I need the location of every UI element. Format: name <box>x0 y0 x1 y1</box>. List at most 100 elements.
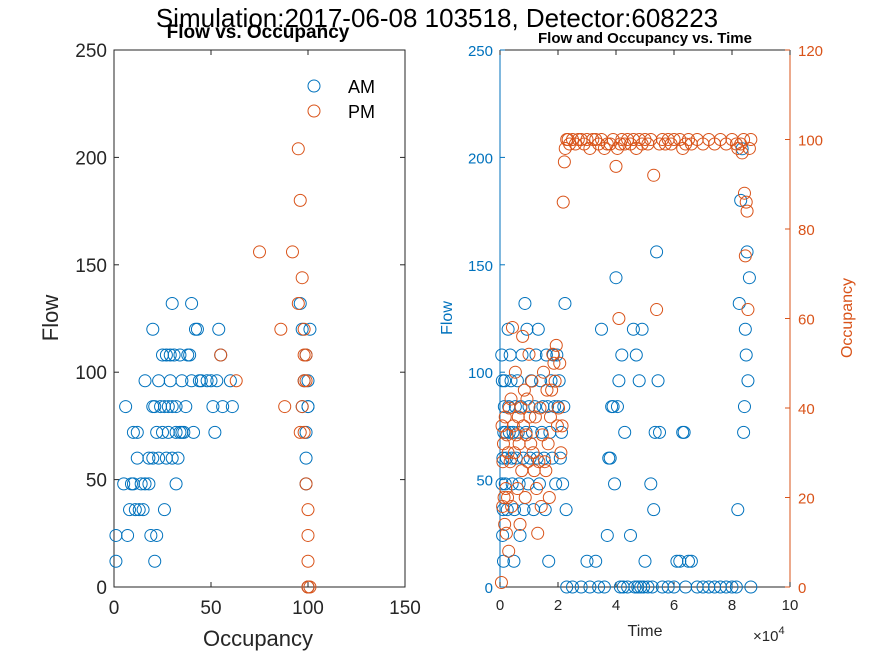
left-x-tick-label: 100 <box>292 598 324 619</box>
left-pm-point <box>278 400 292 414</box>
left-x-axis-label: Occupancy <box>203 626 313 651</box>
right-occupancy-point <box>547 356 561 370</box>
left-am-point <box>169 425 183 439</box>
right-occupancy-point <box>566 133 579 146</box>
right-right-y-tick-label: 80 <box>798 222 815 239</box>
left-am-point <box>123 503 137 517</box>
right-occupancy-point <box>500 428 514 442</box>
right-flow-point <box>606 400 620 414</box>
right-occupancy-point <box>543 410 557 424</box>
right-flow-point <box>574 580 588 594</box>
right-flow-point <box>495 348 509 362</box>
right-right-y-ticks: 0 20 40 60 80 100 120 <box>785 43 823 597</box>
right-flow-point <box>637 580 651 594</box>
right-occupancy-point <box>735 146 749 160</box>
left-am-point <box>210 374 224 388</box>
left-y-axis-label: Flow <box>38 295 63 342</box>
right-flow-point <box>739 348 753 362</box>
right-occupancy-point <box>563 137 577 151</box>
right-flow-point <box>742 271 756 285</box>
right-flow-point <box>725 580 739 594</box>
right-occupancy-point <box>740 204 754 218</box>
left-am-point <box>216 400 230 414</box>
left-y-tick-label: 50 <box>86 471 107 492</box>
left-am-point <box>136 503 150 517</box>
right-occupancy-point <box>496 437 510 451</box>
right-x-tick-label: 6 <box>670 597 678 614</box>
left-pm-point <box>299 374 313 388</box>
right-right-y-tick-label: 40 <box>798 401 815 418</box>
left-am-point <box>121 528 135 542</box>
left-am-point <box>173 348 187 362</box>
right-x-tick-label: 0 <box>496 597 504 614</box>
right-occupancy-point <box>550 419 564 433</box>
right-flow-point <box>520 322 534 336</box>
right-occupancy-point <box>539 464 553 478</box>
right-occupancy-point <box>534 499 548 513</box>
left-am-point <box>223 374 237 388</box>
right-occupancy-point <box>537 365 550 379</box>
right-flow-point <box>647 503 661 517</box>
right-flow-point <box>682 554 695 568</box>
right-occupancy-point <box>603 137 617 151</box>
right-x-ticks: 0 2 4 6 8 10 <box>496 50 798 614</box>
right-flow-point <box>538 503 552 517</box>
left-am-point <box>142 451 156 465</box>
right-flow-point <box>508 400 522 414</box>
right-occupancy-point <box>549 338 563 352</box>
right-flow-point <box>603 451 617 465</box>
right-occupancy-point <box>635 137 649 151</box>
left-am-point <box>119 400 133 414</box>
right-flow-point <box>556 477 570 491</box>
right-left-y-ticks: 0 50 100 150 200 250 <box>468 43 505 597</box>
left-am-point <box>190 322 204 336</box>
left-axes-title: Flow vs. Occupancy <box>167 22 350 43</box>
right-occupancy-point <box>505 499 519 513</box>
right-flow-point <box>550 348 564 362</box>
left-pm-point <box>297 425 311 439</box>
right-flow-point <box>583 580 597 594</box>
right-occupancy-point <box>505 320 519 334</box>
left-pm-series <box>214 142 317 594</box>
right-occupancy-point <box>679 137 693 151</box>
left-pm-point <box>293 193 307 207</box>
left-am-point <box>171 451 185 465</box>
right-occupancy-point <box>741 303 755 317</box>
right-x-multiplier-exponent: 4 <box>778 625 784 637</box>
right-occupancy-point <box>541 437 555 451</box>
left-am-point <box>134 477 148 491</box>
right-occupancy-point <box>580 133 594 146</box>
right-occupancy-point <box>532 455 546 469</box>
left-x-tick-label: 150 <box>389 598 421 619</box>
right-flow-point <box>504 374 518 388</box>
right-flow-point <box>734 193 748 207</box>
right-flow-point <box>732 296 746 310</box>
right-occupancy-point <box>501 491 515 504</box>
left-pm-point <box>301 554 315 568</box>
right-occupancy-point <box>528 410 542 424</box>
right-flow-point <box>684 554 698 568</box>
right-axes-title: Flow and Occupancy vs. Time <box>538 30 752 47</box>
right-flow-point <box>651 374 665 388</box>
right-occupancy-point <box>739 195 753 209</box>
right-occupancy-point <box>501 446 515 460</box>
left-am-point <box>299 451 313 465</box>
right-occupancy-point <box>519 428 533 442</box>
left-am-point <box>165 451 179 465</box>
right-flow-point <box>534 374 548 388</box>
right-flow-point <box>737 425 751 439</box>
right-occupancy-point <box>518 491 532 504</box>
right-occupancy-point <box>738 249 752 263</box>
left-pm-point <box>299 477 313 491</box>
right-flow-point <box>644 477 658 491</box>
legend-am-label: AM <box>348 77 375 97</box>
right-flow-point <box>513 528 527 542</box>
right-flow-point <box>631 580 645 594</box>
left-am-point <box>169 477 183 491</box>
right-flow-point <box>554 425 568 439</box>
left-am-point <box>159 348 173 362</box>
left-am-point <box>212 322 226 336</box>
left-am-point <box>194 374 208 388</box>
right-right-y-tick-label: 100 <box>798 133 823 150</box>
